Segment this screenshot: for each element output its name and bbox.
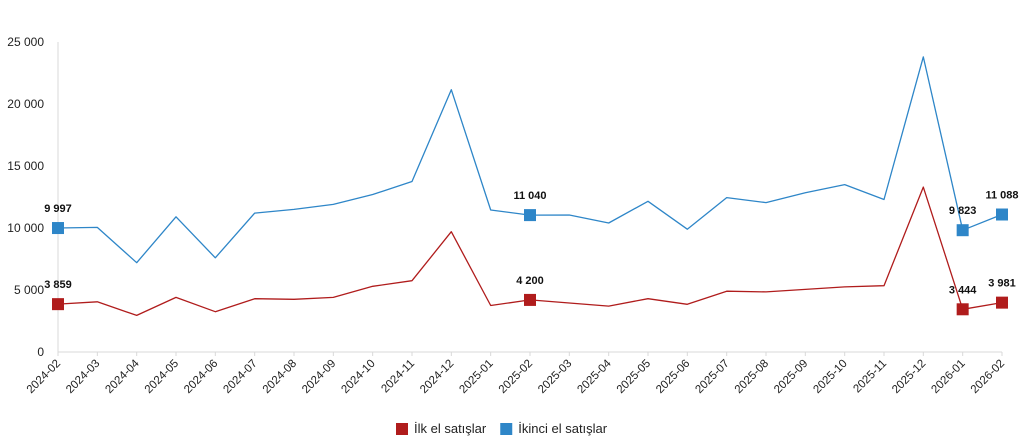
x-tick-label: 2026-01 bbox=[929, 358, 967, 396]
y-tick-label: 5 000 bbox=[14, 283, 44, 297]
series-line-1 bbox=[57, 56, 1003, 264]
data-label: 3 859 bbox=[44, 279, 72, 291]
x-tick-label: 2024-12 bbox=[418, 358, 456, 396]
y-tick-label: 25 000 bbox=[7, 35, 44, 49]
data-marker bbox=[52, 298, 64, 311]
data-labels: 3 859 4 200 3 444 3 981 9 997 11 040 9 823 11 0… bbox=[44, 190, 1018, 297]
x-tick-label: 2024-05 bbox=[143, 358, 181, 396]
x-tick-label: 2024-07 bbox=[221, 358, 259, 396]
x-tick-label: 2025-06 bbox=[654, 358, 692, 396]
data-marker bbox=[524, 209, 536, 222]
x-tick-label: 2025-12 bbox=[890, 358, 928, 396]
x-tick-label: 2024-10 bbox=[339, 358, 377, 396]
x-tick-label: 2025-04 bbox=[575, 357, 614, 396]
x-tick-label: 2025-01 bbox=[457, 358, 495, 396]
legend-swatch-1 bbox=[500, 423, 513, 435]
y-axis-ticks: 0 5 000 10 000 15 000 20 000 25 000 bbox=[7, 35, 44, 359]
data-marker bbox=[996, 296, 1008, 309]
x-tick-label: 2024-04 bbox=[103, 357, 142, 396]
legend-swatch-0 bbox=[396, 423, 408, 435]
x-tick-label: 2024-02 bbox=[25, 358, 63, 396]
data-marker bbox=[956, 224, 969, 237]
data-label: 9 823 bbox=[949, 205, 977, 217]
x-tick-label: 2024-06 bbox=[182, 358, 220, 396]
x-tick-label: 2024-11 bbox=[379, 358, 417, 396]
y-tick-label: 0 bbox=[37, 345, 44, 359]
y-tick-label: 15 000 bbox=[7, 159, 44, 173]
x-tick-label: 2024-08 bbox=[261, 358, 299, 396]
legend-label-0: İlk el satışlar bbox=[414, 421, 487, 436]
data-label: 4 200 bbox=[516, 275, 544, 287]
legend: İlk el satışlar İkinci el satışlar bbox=[396, 421, 608, 436]
x-axis-ticks: 2024-02 2024-03 2024-04 2024-05 2024-06 2024-… bbox=[25, 352, 1007, 396]
legend-label-1: İkinci el satışlar bbox=[518, 421, 608, 436]
data-label: 9 997 bbox=[44, 203, 72, 215]
x-tick-label: 2025-03 bbox=[536, 358, 574, 396]
data-marker bbox=[996, 208, 1008, 221]
data-markers bbox=[52, 208, 1008, 316]
data-marker bbox=[524, 293, 536, 306]
y-tick-label: 20 000 bbox=[7, 97, 44, 111]
data-marker bbox=[52, 222, 64, 235]
data-label: 11 088 bbox=[985, 190, 1018, 202]
x-tick-label: 2024-03 bbox=[64, 358, 102, 396]
x-tick-label: 2025-07 bbox=[693, 358, 731, 396]
data-label: 11 040 bbox=[513, 190, 546, 202]
x-tick-label: 2026-02 bbox=[969, 358, 1007, 396]
x-tick-label: 2025-10 bbox=[811, 358, 849, 396]
x-tick-label: 2024-09 bbox=[300, 358, 338, 396]
y-tick-label: 10 000 bbox=[7, 221, 44, 235]
x-tick-label: 2025-08 bbox=[733, 358, 771, 396]
x-tick-label: 2025-02 bbox=[497, 358, 535, 396]
data-label: 3 444 bbox=[949, 284, 977, 296]
x-tick-label: 2025-11 bbox=[851, 358, 889, 396]
x-tick-label: 2025-05 bbox=[615, 358, 653, 396]
x-tick-label: 2025-09 bbox=[772, 358, 810, 396]
data-marker bbox=[956, 303, 969, 316]
data-label: 3 981 bbox=[988, 278, 1016, 290]
